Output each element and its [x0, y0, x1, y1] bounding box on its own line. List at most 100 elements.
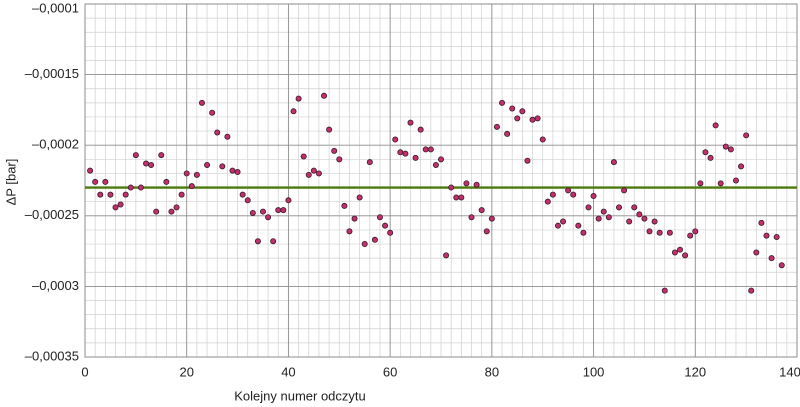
y-tick-label: –0,0003	[32, 278, 79, 293]
point	[351, 215, 358, 222]
point	[656, 229, 663, 236]
point	[499, 99, 506, 106]
point	[341, 202, 348, 209]
point	[397, 149, 404, 156]
point	[712, 122, 719, 129]
point	[229, 167, 236, 174]
y-tick-label: –0,00035	[25, 348, 79, 363]
point	[600, 208, 607, 215]
point	[132, 152, 139, 159]
point	[478, 207, 485, 214]
point	[356, 194, 363, 201]
point	[265, 214, 272, 221]
point	[448, 184, 455, 191]
point	[671, 249, 678, 256]
point	[748, 287, 755, 294]
point	[331, 147, 338, 154]
point	[570, 191, 577, 198]
point	[458, 194, 465, 201]
point	[219, 163, 226, 170]
point	[204, 161, 211, 168]
point	[97, 191, 104, 198]
point	[687, 232, 694, 239]
point	[244, 197, 251, 204]
point	[371, 236, 378, 243]
point	[122, 191, 129, 198]
point	[275, 207, 282, 214]
point	[732, 177, 739, 184]
point	[514, 115, 521, 122]
point	[137, 184, 144, 191]
point	[163, 178, 170, 185]
point	[295, 95, 302, 102]
point	[290, 108, 297, 115]
point	[417, 126, 424, 133]
point	[509, 105, 516, 112]
y-tick-label: –0,00015	[25, 66, 79, 81]
point	[504, 130, 511, 137]
point	[605, 214, 612, 221]
point	[387, 229, 394, 236]
point	[743, 132, 750, 139]
y-axis-title: ΔP [bar]	[3, 159, 18, 206]
point	[300, 153, 307, 160]
point	[198, 99, 205, 106]
point	[738, 163, 745, 170]
point	[493, 123, 500, 130]
point	[432, 161, 439, 168]
point	[463, 180, 470, 187]
x-tick-label: 80	[485, 364, 499, 379]
point	[534, 115, 541, 122]
point	[310, 167, 317, 174]
point	[102, 178, 109, 185]
point	[529, 116, 536, 123]
point	[661, 287, 668, 294]
point	[468, 214, 475, 221]
point	[361, 241, 368, 248]
x-axis-title: Kolejny numer odczytu	[234, 388, 366, 403]
point	[224, 133, 231, 140]
x-tick-label: 60	[383, 364, 397, 379]
point	[560, 218, 567, 225]
point	[407, 119, 414, 126]
point	[422, 146, 429, 153]
point	[519, 108, 526, 115]
point	[682, 252, 689, 259]
point	[153, 208, 160, 215]
marks	[85, 92, 797, 294]
point	[636, 211, 643, 218]
point	[315, 170, 322, 177]
point	[727, 146, 734, 153]
point	[326, 126, 333, 133]
point	[778, 262, 785, 269]
point	[524, 157, 531, 164]
point	[763, 232, 770, 239]
point	[641, 215, 648, 222]
x-tick-label: 20	[179, 364, 193, 379]
grid	[84, 3, 798, 358]
point	[107, 191, 114, 198]
point	[127, 184, 134, 191]
point	[193, 171, 200, 178]
plot-frame	[84, 3, 798, 358]
point	[376, 214, 383, 221]
point	[382, 222, 389, 229]
point	[92, 178, 99, 185]
point	[692, 228, 699, 235]
point	[249, 209, 256, 216]
point	[158, 152, 165, 159]
x-tick-label: 0	[81, 364, 88, 379]
point	[168, 208, 175, 215]
point	[270, 238, 277, 245]
point	[346, 228, 353, 235]
point	[188, 183, 195, 190]
point	[549, 191, 556, 198]
point	[143, 160, 150, 167]
x-tick-label: 120	[684, 364, 706, 379]
point	[392, 136, 399, 143]
point	[717, 180, 724, 187]
point	[178, 191, 185, 198]
point	[539, 136, 546, 143]
point	[595, 215, 602, 222]
